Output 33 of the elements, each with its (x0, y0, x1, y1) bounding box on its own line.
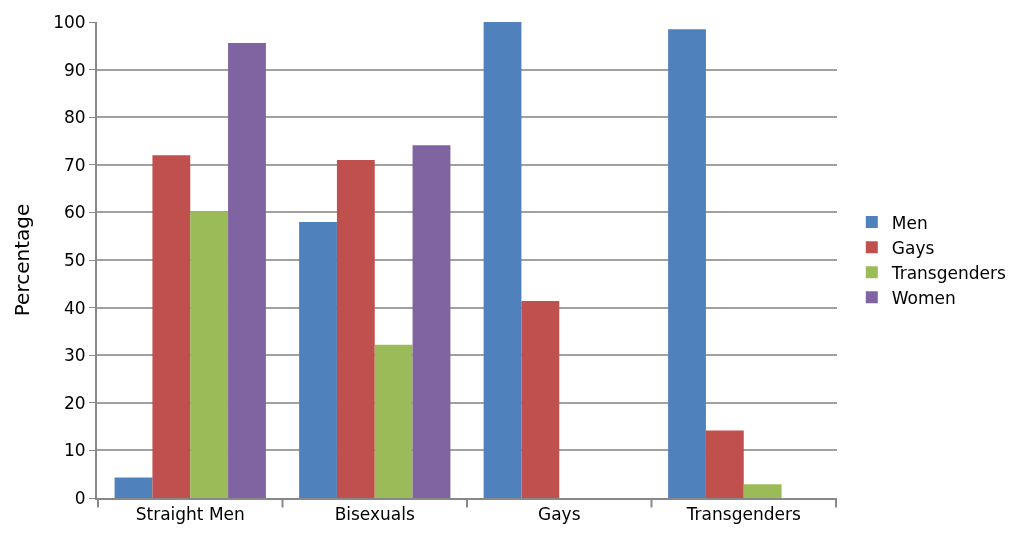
legend-label: Men (891, 212, 928, 233)
bar (743, 484, 782, 498)
x-tick-label: Transgenders (685, 504, 801, 525)
y-axis-title: Percentage (10, 203, 35, 317)
y-tick-label: 10 (63, 440, 86, 461)
legend-label: Women (891, 287, 956, 308)
y-tick-label: 80 (63, 107, 86, 128)
bar (299, 221, 337, 498)
y-tick-label: 50 (63, 249, 86, 270)
y-tick-label: 0 (74, 487, 86, 508)
bar (228, 42, 266, 498)
y-tick-label: 60 (63, 202, 86, 223)
bar (483, 22, 522, 498)
bar (374, 344, 413, 498)
x-tick-label: Gays (537, 504, 581, 525)
x-tick-label: Straight Men (135, 504, 245, 525)
y-tick-label: 30 (63, 345, 86, 366)
bar (152, 155, 191, 498)
y-tick-label: 40 (63, 297, 86, 318)
y-tick-label: 100 (53, 11, 86, 32)
y-tick-label: 90 (63, 59, 86, 80)
y-tick-label: 20 (63, 392, 86, 413)
bar (705, 430, 744, 498)
bar (190, 211, 229, 498)
bar (412, 145, 451, 498)
bar (521, 300, 560, 498)
x-tick-label: Bisexuals (334, 504, 415, 525)
bar (668, 29, 706, 498)
bar (114, 477, 153, 498)
legend-label: Gays (891, 237, 935, 258)
y-tick-label: 70 (63, 154, 86, 175)
legend-label: Transgenders (890, 262, 1006, 283)
bar (336, 160, 375, 498)
